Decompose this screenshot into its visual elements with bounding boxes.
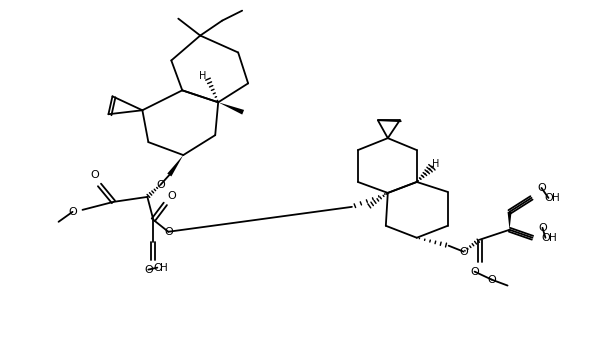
Text: O: O — [156, 180, 165, 190]
Text: H: H — [198, 71, 206, 81]
Text: O: O — [459, 247, 468, 257]
Text: O: O — [537, 183, 546, 193]
Text: O: O — [538, 223, 547, 233]
Text: O: O — [167, 191, 176, 201]
Text: O: O — [68, 207, 77, 217]
Text: O: O — [164, 227, 173, 237]
Text: O: O — [90, 170, 99, 180]
Text: H: H — [160, 263, 168, 273]
Text: O: O — [487, 275, 496, 284]
Text: O: O — [153, 263, 162, 273]
Text: H: H — [432, 159, 439, 169]
Text: O: O — [470, 267, 479, 276]
Text: H: H — [551, 193, 559, 203]
Polygon shape — [507, 212, 512, 230]
Text: O: O — [544, 193, 553, 203]
Text: H: H — [548, 233, 556, 243]
Text: O: O — [144, 265, 153, 275]
Polygon shape — [218, 102, 244, 115]
Text: O: O — [541, 233, 550, 243]
Polygon shape — [167, 155, 183, 176]
